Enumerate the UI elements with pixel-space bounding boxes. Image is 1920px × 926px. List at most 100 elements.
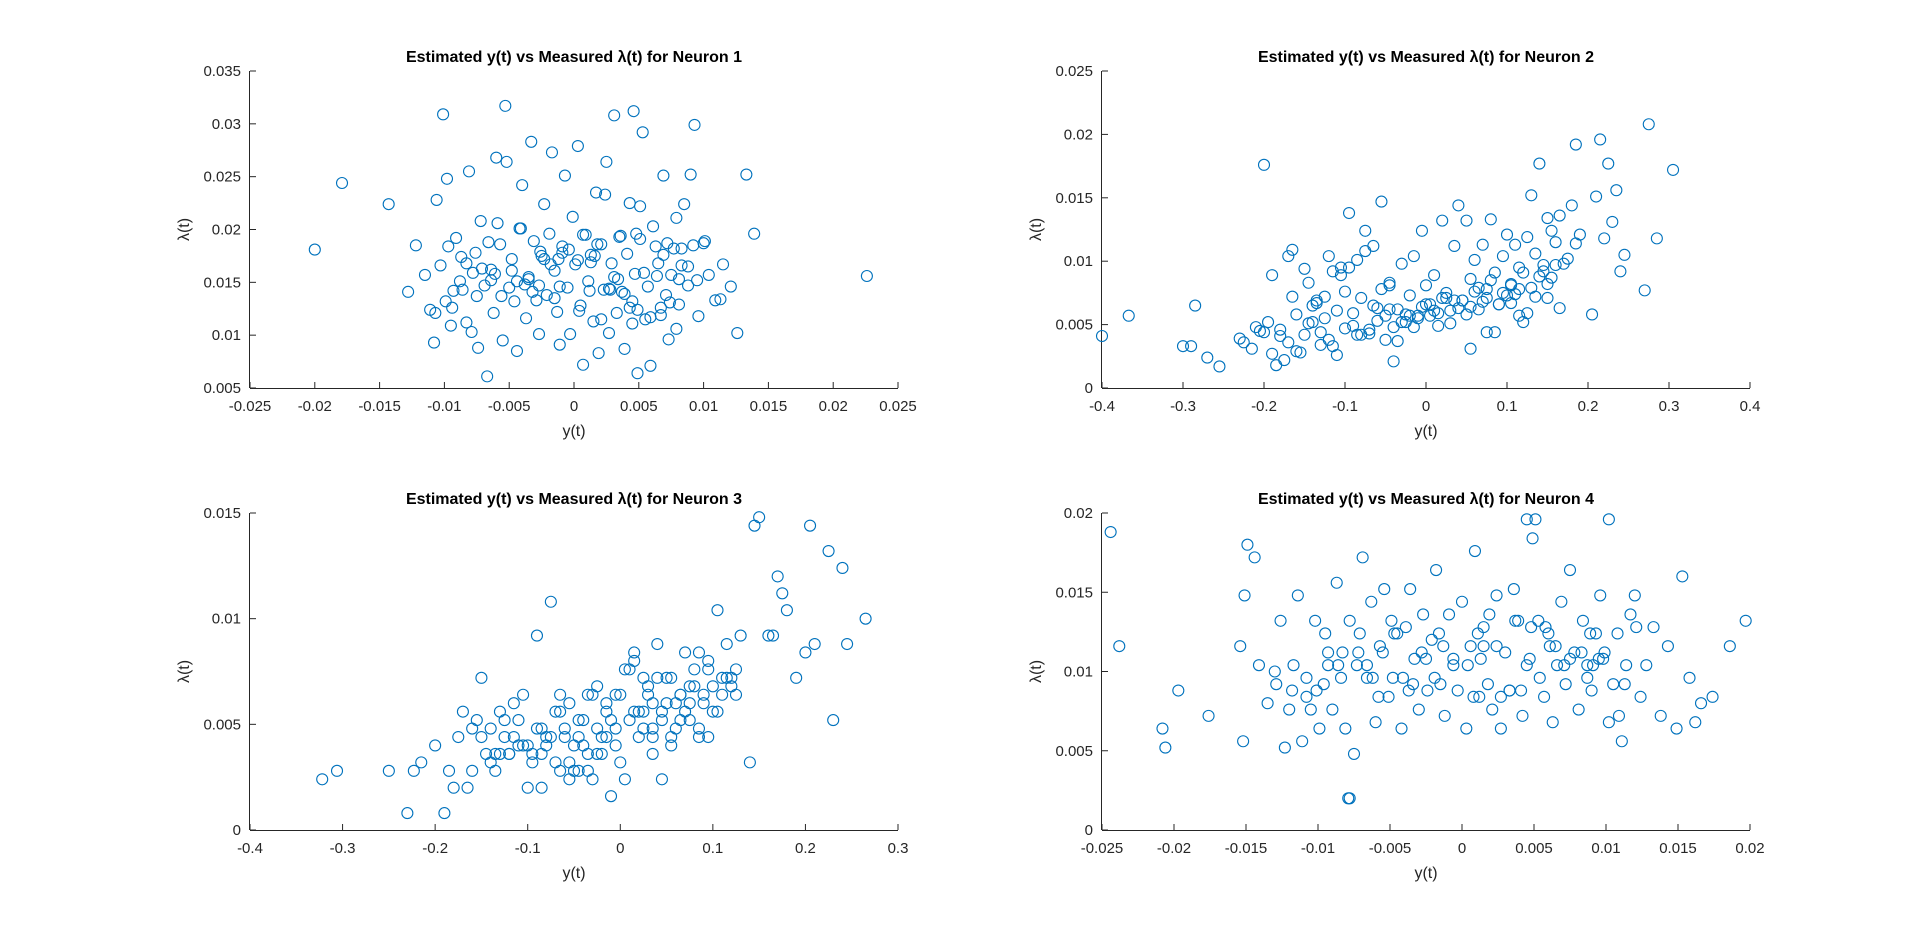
data-point <box>1484 274 1497 287</box>
data-point <box>743 756 756 769</box>
data-point <box>1334 261 1347 274</box>
data-point <box>637 705 650 718</box>
data-point <box>1480 326 1493 339</box>
data-point <box>731 327 744 340</box>
data-point <box>628 705 641 718</box>
x-tick-label: 0.3 <box>888 840 909 857</box>
data-point <box>1417 608 1430 621</box>
data-point <box>1432 319 1445 332</box>
data-point <box>665 730 678 744</box>
data-point <box>498 730 511 744</box>
data-point <box>1581 659 1594 672</box>
data-point <box>1313 722 1326 735</box>
data-point <box>1201 351 1214 364</box>
data-point <box>691 274 704 287</box>
data-point <box>1532 614 1545 627</box>
x-tick-label: 0.025 <box>879 398 917 415</box>
data-point <box>1378 583 1391 596</box>
x-tick-label: -0.02 <box>298 398 332 415</box>
chart-title: Estimated y(t) vs Measured λ(t) for Neur… <box>406 491 742 508</box>
data-point <box>434 259 447 272</box>
data-point <box>1318 312 1331 325</box>
chart-title: Estimated y(t) vs Measured λ(t) for Neur… <box>1258 49 1594 66</box>
data-point <box>1614 265 1627 278</box>
data-point <box>1606 215 1619 228</box>
data-point <box>1355 291 1368 305</box>
data-point <box>591 238 604 251</box>
data-point <box>1456 294 1469 307</box>
data-point <box>1383 303 1396 316</box>
data-point <box>605 257 618 270</box>
data-point <box>1670 722 1683 735</box>
data-point <box>1286 290 1299 303</box>
data-point <box>660 671 673 684</box>
data-point <box>1095 329 1109 343</box>
data-point <box>1241 538 1254 551</box>
data-point <box>1355 328 1368 341</box>
data-point <box>1310 684 1323 697</box>
data-point <box>1234 640 1247 653</box>
x-tick-label: -0.015 <box>358 398 401 415</box>
data-point <box>1496 250 1509 263</box>
data-point <box>1302 276 1315 289</box>
data-point <box>418 268 432 281</box>
data-point <box>1647 621 1660 634</box>
data-point <box>623 663 636 676</box>
data-point <box>1237 735 1250 748</box>
data-point <box>1113 640 1126 653</box>
data-point <box>706 680 719 693</box>
data-point <box>548 264 561 277</box>
data-point <box>702 730 715 744</box>
data-point <box>654 301 667 314</box>
data-point <box>1683 671 1696 684</box>
x-tick-label: -0.015 <box>1225 840 1268 857</box>
data-point <box>446 301 459 314</box>
y-tick-label: 0.01 <box>212 327 241 344</box>
data-point <box>442 240 455 253</box>
data-point <box>626 317 639 330</box>
data-point <box>1575 646 1588 659</box>
data-point <box>1369 716 1382 729</box>
data-point <box>495 290 508 303</box>
data-point <box>1533 270 1546 283</box>
data-point <box>714 293 727 306</box>
data-point <box>692 730 706 744</box>
data-point <box>496 334 509 347</box>
data-point <box>1521 307 1534 320</box>
data-point <box>500 155 513 168</box>
x-tick-label: 0.01 <box>1591 840 1620 857</box>
data-point <box>1507 583 1520 596</box>
data-point <box>474 214 487 228</box>
data-point <box>460 316 473 329</box>
data-point <box>1468 544 1482 558</box>
data-point <box>535 781 548 794</box>
x-tick-label: -0.4 <box>1089 398 1115 415</box>
data-point <box>1262 316 1275 329</box>
data-point <box>1452 302 1465 315</box>
data-point <box>711 705 724 718</box>
data-point <box>1503 684 1516 697</box>
scatter-panel-neuron-1: Estimated y(t) vs Measured λ(t) for Neur… <box>176 49 917 440</box>
data-point <box>519 312 533 325</box>
data-point <box>1460 722 1473 735</box>
data-point <box>602 282 616 295</box>
data-point <box>415 756 428 769</box>
x-tick-label: -0.02 <box>1157 840 1191 857</box>
data-point <box>1336 646 1349 659</box>
data-point <box>1505 296 1518 310</box>
data-point <box>429 739 442 752</box>
data-point <box>610 306 623 320</box>
data-points <box>1095 118 1680 373</box>
x-tick-label: 0.2 <box>1578 398 1599 415</box>
data-point <box>1278 354 1291 367</box>
data-points <box>308 99 873 383</box>
data-point <box>1432 627 1446 640</box>
data-point <box>1486 703 1499 716</box>
data-point <box>1460 308 1473 321</box>
data-point <box>599 188 612 201</box>
data-point <box>1338 285 1352 298</box>
data-point <box>1185 340 1198 353</box>
data-point <box>1590 190 1603 203</box>
data-point <box>571 139 584 153</box>
data-point <box>455 250 468 264</box>
